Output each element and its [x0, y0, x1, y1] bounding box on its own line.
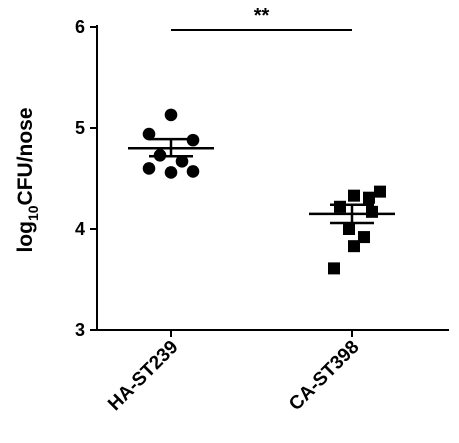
- data-point-circle: [186, 165, 200, 178]
- y-tick-label: 4: [75, 219, 85, 239]
- data-point-square: [363, 191, 375, 204]
- data-point-square: [328, 262, 340, 275]
- x-tick-label: CA-ST398: [285, 337, 363, 415]
- data-points: [142, 108, 386, 275]
- axes: 3 4 5 6 HA-ST239 CA-ST398: [75, 17, 449, 415]
- data-point-square: [374, 185, 386, 198]
- data-point-square: [348, 189, 360, 202]
- y-tick-label: 5: [75, 118, 85, 138]
- axis-labels: log10CFU/nose: [14, 107, 41, 252]
- y-axis-label-main: log: [14, 221, 37, 253]
- y-axis-label-rest: CFU/nose: [14, 107, 37, 205]
- data-point-square: [366, 205, 378, 218]
- data-point-circle: [164, 166, 178, 179]
- x-tick-label: HA-ST239: [104, 337, 182, 415]
- data-point-circle: [142, 162, 156, 175]
- data-point-square: [348, 240, 360, 253]
- data-point-square: [334, 200, 346, 213]
- data-point-circle: [164, 108, 178, 122]
- data-point-circle: [142, 127, 156, 141]
- y-tick-label: 3: [75, 320, 85, 340]
- data-point-square: [343, 223, 355, 235]
- y-axis-label: log10CFU/nose: [14, 107, 41, 252]
- data-point-circle: [175, 155, 189, 168]
- data-point-square: [358, 231, 370, 244]
- significance-label: **: [254, 5, 270, 27]
- y-tick-label: 6: [75, 17, 85, 37]
- y-axis-label-subscript: 10: [25, 205, 41, 221]
- mean-sem-bars: **: [128, 5, 395, 225]
